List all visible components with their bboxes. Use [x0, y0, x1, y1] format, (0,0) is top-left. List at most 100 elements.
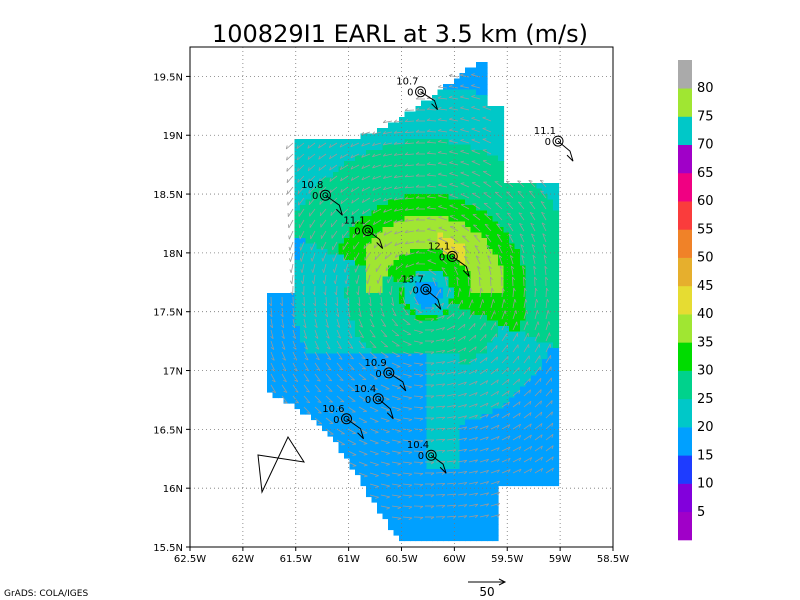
field-cell	[289, 353, 296, 360]
field-cell	[426, 276, 433, 283]
field-cell	[311, 139, 318, 146]
field-cell	[421, 216, 428, 223]
field-cell	[305, 199, 312, 206]
field-cell	[454, 320, 461, 327]
field-cell	[294, 359, 301, 366]
field-cell	[404, 403, 411, 410]
field-cell	[437, 177, 444, 184]
field-cell	[520, 271, 527, 278]
field-cell	[514, 447, 521, 454]
field-cell	[454, 359, 461, 366]
field-cell	[465, 419, 472, 426]
field-cell	[514, 430, 521, 437]
field-cell	[465, 518, 472, 525]
field-cell	[547, 381, 554, 388]
wind-arrow	[415, 206, 425, 210]
field-cell	[333, 194, 340, 201]
field-cell	[426, 518, 433, 525]
field-cell	[448, 210, 455, 217]
wind-arrow	[413, 318, 423, 324]
field-cell	[415, 243, 422, 250]
field-cell	[498, 364, 505, 371]
field-cell	[520, 331, 527, 338]
field-cell	[415, 221, 422, 228]
field-cell	[454, 513, 461, 520]
wind-arrow	[457, 392, 467, 397]
field-cell	[454, 144, 461, 151]
field-cell	[454, 133, 461, 140]
field-cell	[366, 342, 373, 349]
wind-arrow	[426, 162, 437, 166]
field-cell	[542, 392, 549, 399]
field-cell	[448, 359, 455, 366]
field-cell	[553, 458, 560, 465]
wind-arrow	[523, 298, 528, 309]
wind-arrow	[383, 230, 393, 236]
field-cell	[399, 353, 406, 360]
field-cell	[503, 238, 510, 245]
wind-arrow	[439, 257, 448, 265]
field-cell	[278, 375, 285, 382]
field-cell	[327, 348, 334, 355]
field-cell	[520, 452, 527, 459]
wind-arrow	[394, 241, 404, 247]
field-cell	[542, 474, 549, 481]
field-cell	[355, 177, 362, 184]
wind-arrow	[460, 73, 470, 78]
field-cell	[327, 430, 334, 437]
field-cell	[327, 260, 334, 267]
wind-arrow	[460, 204, 470, 210]
field-cell	[465, 293, 472, 300]
field-cell	[542, 463, 549, 470]
field-cell	[487, 403, 494, 410]
field-cell	[377, 293, 384, 300]
field-cell	[426, 529, 433, 536]
wind-arrow	[270, 329, 274, 339]
field-cell	[382, 249, 389, 256]
field-cell	[542, 249, 549, 256]
field-cell	[360, 243, 367, 250]
wind-arrow	[384, 252, 393, 260]
field-cell	[432, 166, 439, 173]
field-cell	[377, 441, 384, 448]
field-cell	[404, 199, 411, 206]
field-cell	[520, 210, 527, 217]
wind-barb	[430, 454, 447, 474]
wind-arrow	[380, 505, 390, 510]
field-cell	[415, 337, 422, 344]
field-cell	[459, 430, 466, 437]
field-cell	[388, 210, 395, 217]
wind-arrow	[397, 274, 404, 283]
field-cell	[498, 436, 505, 443]
field-cell	[349, 155, 356, 162]
field-cell	[432, 304, 439, 311]
field-cell	[476, 117, 483, 124]
field-cell	[316, 414, 323, 421]
wind-arrow	[380, 417, 390, 423]
field-cell	[470, 507, 477, 514]
field-cell	[388, 260, 395, 267]
field-cell	[437, 260, 444, 267]
field-cell	[371, 309, 378, 316]
field-cell	[322, 177, 329, 184]
field-cell	[311, 287, 318, 294]
wind-arrow	[379, 296, 383, 307]
field-cell	[476, 150, 483, 157]
wind-arrow	[314, 351, 320, 361]
field-cell	[443, 342, 450, 349]
field-cell	[437, 480, 444, 487]
field-cell	[327, 375, 334, 382]
reference-vector-label: 50	[479, 585, 494, 599]
field-cell	[278, 304, 285, 311]
field-cell	[404, 381, 411, 388]
field-cell	[525, 276, 532, 283]
field-cell	[338, 353, 345, 360]
field-cell	[410, 304, 417, 311]
field-cell	[443, 513, 450, 520]
field-cell	[322, 408, 329, 415]
field-cell	[371, 375, 378, 382]
field-cell	[536, 210, 543, 217]
wind-arrow	[457, 299, 463, 309]
field-cell	[410, 507, 417, 514]
field-cell	[272, 342, 279, 349]
